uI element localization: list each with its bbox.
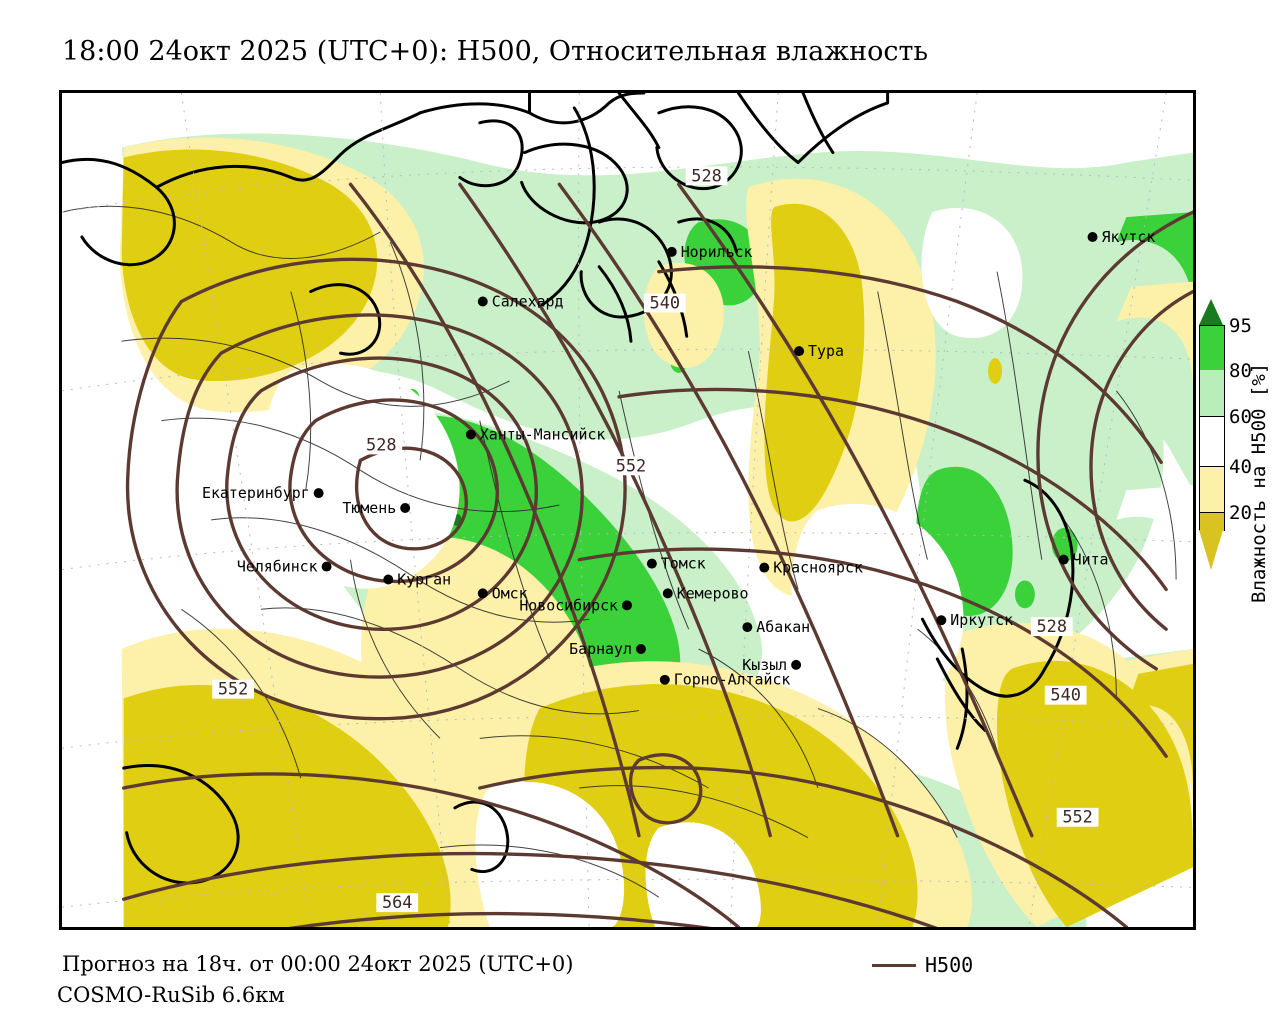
city-marker: Челябинск xyxy=(237,558,332,576)
colorbar-axis-label: Влажность на H500 [%] xyxy=(1248,362,1270,604)
contour-labels: 528 540 528 552 552 528 540 552 564 xyxy=(212,165,1099,912)
city-dot xyxy=(635,644,646,654)
svg-text:540: 540 xyxy=(1050,685,1081,705)
city-dot xyxy=(313,488,324,499)
city-marker: Иркутск xyxy=(936,611,1013,629)
city-marker: Кемерово xyxy=(662,584,749,602)
model-info: COSMO-RuSib 6.6км xyxy=(57,983,285,1007)
city-dot xyxy=(659,674,670,685)
city-label: Чита xyxy=(1073,551,1109,569)
city-label: Горно-Алтайск xyxy=(674,671,791,689)
humidity-fill-40-60 xyxy=(123,207,1193,927)
city-label: Ханты-Мансийск xyxy=(480,426,606,444)
city-label: Омск xyxy=(492,584,528,602)
map-canvas: 528 540 528 552 552 528 540 552 564 Якут… xyxy=(62,93,1193,927)
city-dot xyxy=(321,561,332,572)
colorbar-band-20-40 xyxy=(1199,466,1225,513)
h500-contours xyxy=(121,182,1193,927)
city-marker: Абакан xyxy=(742,618,810,636)
city-dot xyxy=(477,588,488,599)
city-label: Екатеринбург xyxy=(202,484,310,502)
city-marker: Якутск xyxy=(1087,228,1155,246)
city-markers: Якутск Норильск Тура Салехард Ханты-Мансийск… xyxy=(202,228,1155,689)
weather-map: 528 540 528 552 552 528 540 552 564 Якут… xyxy=(59,90,1196,930)
city-dot xyxy=(759,562,770,573)
city-marker: Норильск xyxy=(666,243,753,261)
colorbar-band-0-20 xyxy=(1199,512,1225,531)
page-title: 18:00 24окт 2025 (UTC+0): H500, Относите… xyxy=(62,36,929,67)
h500-legend-label: H500 xyxy=(925,953,974,977)
colorbar-tick-20: 20 xyxy=(1229,502,1252,524)
city-label: Курган xyxy=(397,570,451,588)
svg-text:564: 564 xyxy=(382,892,413,912)
svg-text:552: 552 xyxy=(1062,807,1093,827)
admin-borders xyxy=(62,205,1177,898)
city-marker: Омск xyxy=(477,584,528,602)
city-dot xyxy=(794,346,805,357)
colorbar-tick-40: 40 xyxy=(1229,456,1252,478)
colorbar-top-triangle xyxy=(1199,299,1223,325)
city-dot xyxy=(622,600,632,611)
city-marker: Кызыл xyxy=(742,656,802,674)
colorbar-band-40-60 xyxy=(1199,416,1225,467)
city-label: Барнаул xyxy=(569,640,632,658)
city-marker: Екатеринбург xyxy=(202,484,324,502)
city-dot xyxy=(465,429,476,440)
city-label: Томск xyxy=(661,555,706,573)
city-label: Красноярск xyxy=(773,559,863,577)
colorbar-band-60-80 xyxy=(1199,370,1225,416)
city-label: Челябинск xyxy=(237,558,318,576)
city-label: Салехард xyxy=(492,292,564,310)
city-marker: Салехард xyxy=(477,292,564,310)
h500-legend-line xyxy=(872,963,916,967)
city-label: Тюмень xyxy=(342,499,396,517)
city-dot xyxy=(1087,232,1098,242)
city-label: Иркутск xyxy=(950,611,1013,629)
city-marker: Барнаул xyxy=(569,640,646,658)
city-dot xyxy=(791,659,802,670)
h500-legend: H500 xyxy=(872,953,973,977)
city-marker: Новосибирск xyxy=(519,596,632,614)
svg-text:540: 540 xyxy=(650,292,681,312)
city-dot xyxy=(1058,554,1069,565)
city-label: Новосибирск xyxy=(519,596,618,614)
humidity-colorbar: 95 80 60 40 20 xyxy=(1199,299,1252,570)
colorbar-tick-95: 95 xyxy=(1229,315,1252,337)
city-dot xyxy=(666,246,677,257)
city-dot xyxy=(662,588,673,599)
city-marker: Тура xyxy=(794,342,844,360)
svg-text:552: 552 xyxy=(616,455,647,475)
forecast-info: Прогноз на 18ч. от 00:00 24окт 2025 (UTC… xyxy=(62,952,574,976)
city-dot xyxy=(400,503,411,513)
colorbar-band-80-95 xyxy=(1199,325,1225,371)
graticule xyxy=(62,93,1193,927)
city-marker: Курган xyxy=(383,570,451,588)
city-dot xyxy=(477,296,488,307)
coastline xyxy=(62,93,1075,885)
svg-text:528: 528 xyxy=(1036,616,1067,636)
city-marker: Тюмень xyxy=(342,499,411,517)
city-label: Норильск xyxy=(681,243,753,261)
colorbar-tick-60: 60 xyxy=(1229,406,1252,428)
city-label: Якутск xyxy=(1101,228,1155,246)
city-dot xyxy=(383,574,394,585)
city-marker: Красноярск xyxy=(759,559,863,577)
city-dot xyxy=(936,615,947,626)
svg-text:528: 528 xyxy=(366,434,397,454)
city-dot xyxy=(742,622,753,633)
svg-text:528: 528 xyxy=(691,165,722,185)
city-label: Кемерово xyxy=(677,584,749,602)
city-label: Тура xyxy=(808,342,844,360)
city-marker: Томск xyxy=(646,555,706,573)
svg-text:552: 552 xyxy=(218,679,249,699)
colorbar-tick-80: 80 xyxy=(1229,360,1252,382)
city-label: Абакан xyxy=(756,618,810,636)
city-marker: Ханты-Мансийск xyxy=(465,426,606,444)
city-marker: Чита xyxy=(1058,551,1109,569)
colorbar-bottom-triangle xyxy=(1199,530,1223,570)
city-marker: Горно-Алтайск xyxy=(659,671,791,689)
city-label: Кызыл xyxy=(742,656,787,674)
city-dot xyxy=(646,558,657,569)
